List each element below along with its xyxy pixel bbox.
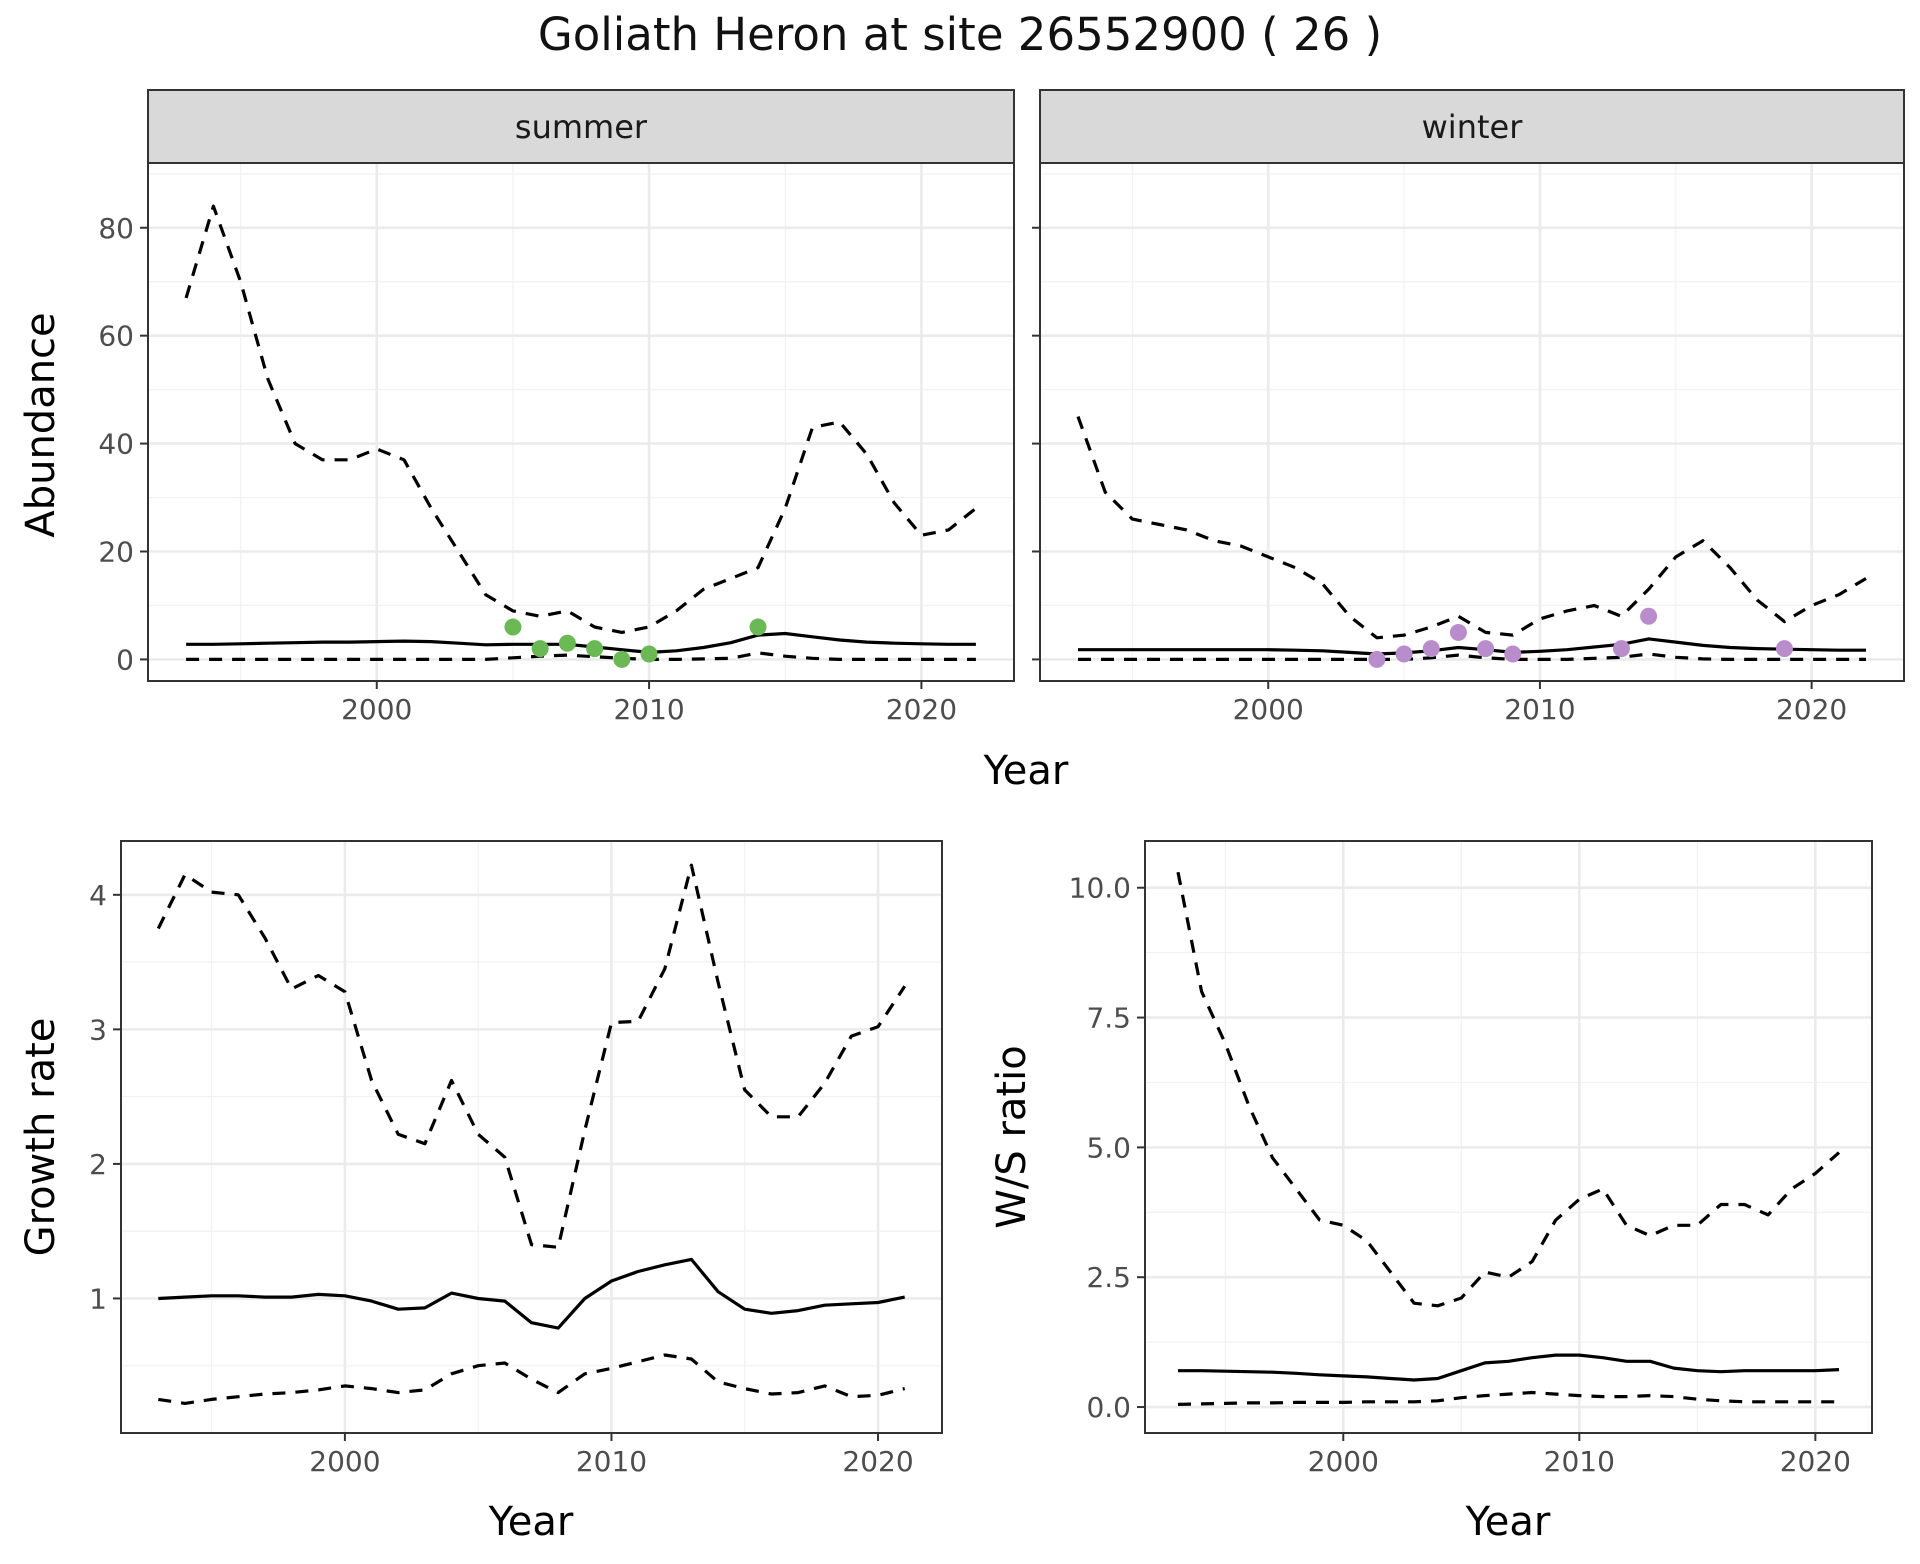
panel-background xyxy=(121,841,942,1433)
y-tick-label: 20 xyxy=(98,536,134,569)
y-tick-label: 0.0 xyxy=(1086,1391,1131,1424)
x-tick-label: 2010 xyxy=(613,693,684,726)
y-tick-label: 7.5 xyxy=(1086,1002,1131,1035)
series-line-lower xyxy=(186,651,976,662)
observation-point xyxy=(613,650,631,668)
y-tick-label: 10.0 xyxy=(1069,872,1131,905)
x-tick-label: 2000 xyxy=(1308,1445,1379,1478)
panel-border xyxy=(120,840,943,1434)
y-axis-label: Abundance xyxy=(18,312,64,537)
series-line-estimate xyxy=(186,631,976,655)
y-tick-label: 0 xyxy=(116,643,134,676)
y-tick-label: 4 xyxy=(89,879,107,912)
x-tick-label: 2020 xyxy=(1776,693,1847,726)
panel-background xyxy=(1040,163,1904,681)
series-line-upper xyxy=(1176,871,1841,1308)
x-tick-label: 2010 xyxy=(1504,693,1575,726)
series-line-upper xyxy=(156,863,907,1249)
x-tick-label: 2000 xyxy=(309,1445,380,1478)
y-tick-label: 5.0 xyxy=(1086,1131,1131,1164)
observation-point xyxy=(1395,645,1413,663)
observation-point xyxy=(1504,645,1522,663)
observation-point xyxy=(1422,640,1440,658)
x-axis-label: Year xyxy=(1465,1499,1551,1545)
observation-point xyxy=(1775,640,1793,658)
panel-border xyxy=(147,162,1015,682)
x-tick-label: 2010 xyxy=(576,1445,647,1478)
facet-strip-label: summer xyxy=(515,108,648,146)
observation-point xyxy=(558,634,576,652)
series-line-lower xyxy=(1177,1390,1839,1406)
x-tick-label: 2020 xyxy=(842,1445,913,1478)
facet-strip-label: winter xyxy=(1422,108,1524,146)
x-tick-label: 2000 xyxy=(1233,693,1304,726)
observation-point xyxy=(1640,607,1658,625)
x-axis-label: Year xyxy=(488,1499,574,1545)
facet-strip xyxy=(147,89,1015,164)
y-tick-label: 1 xyxy=(89,1282,107,1315)
observation-point xyxy=(531,640,549,658)
x-tick-label: 2020 xyxy=(1780,1445,1851,1478)
x-tick-label: 2000 xyxy=(341,693,412,726)
panel-border xyxy=(1144,840,1873,1434)
y-tick-label: 2 xyxy=(89,1148,107,1181)
y-tick-label: 60 xyxy=(98,320,134,353)
observation-point xyxy=(749,618,767,636)
series-line-lower xyxy=(158,1353,906,1406)
x-tick-label: 2020 xyxy=(886,693,957,726)
series-line-upper xyxy=(184,204,977,635)
panel-border xyxy=(1039,162,1905,682)
y-tick-label: 2.5 xyxy=(1086,1261,1131,1294)
y-tick-label: 3 xyxy=(89,1013,107,1046)
observation-point xyxy=(1449,623,1467,641)
series-line-estimate xyxy=(158,1257,906,1330)
y-tick-label: 80 xyxy=(98,212,134,245)
chart-title: Goliath Heron at site 26552900 ( 26 ) xyxy=(537,8,1383,61)
series-line-upper xyxy=(1076,416,1867,640)
y-axis-label: Growth rate xyxy=(18,1018,64,1257)
y-axis-label: W/S ratio xyxy=(989,1045,1035,1228)
observation-point xyxy=(640,645,658,663)
observation-point xyxy=(1368,650,1386,668)
series-line-lower xyxy=(1078,652,1866,662)
series-line-estimate xyxy=(1178,1353,1840,1382)
observation-point xyxy=(586,640,604,658)
panel-background xyxy=(1145,841,1872,1433)
facet-strip xyxy=(1039,89,1905,164)
panel-background xyxy=(148,163,1014,681)
series-line-estimate xyxy=(1078,637,1866,656)
observation-point xyxy=(504,618,522,636)
observation-point xyxy=(1612,640,1630,658)
y-tick-label: 40 xyxy=(98,428,134,461)
observation-point xyxy=(1477,640,1495,658)
x-axis-label: Year xyxy=(983,748,1069,794)
x-tick-label: 2010 xyxy=(1544,1445,1615,1478)
